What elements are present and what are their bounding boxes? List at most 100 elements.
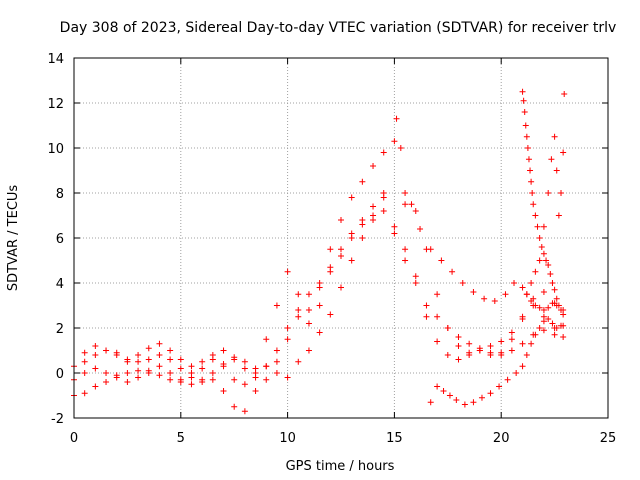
data-point [511, 280, 518, 286]
data-point [523, 133, 530, 140]
data-point [135, 358, 142, 365]
data-point [135, 367, 142, 374]
data-point [508, 329, 515, 336]
data-point [241, 408, 248, 415]
data-point [521, 109, 528, 115]
data-point [423, 313, 430, 320]
data-point [540, 318, 547, 325]
data-point [103, 370, 110, 376]
data-point [561, 91, 568, 97]
data-point [188, 363, 195, 370]
data-point [508, 336, 515, 343]
data-point [543, 257, 550, 264]
data-point [536, 325, 543, 331]
data-point [199, 365, 206, 372]
grid-lines [74, 58, 608, 418]
data-point [444, 352, 451, 358]
data-point [359, 178, 366, 185]
data-point [519, 363, 526, 370]
data-point [199, 358, 206, 365]
y-tick-label: -2 [51, 412, 64, 427]
data-point [558, 307, 565, 313]
data-point [391, 223, 398, 230]
data-point [263, 363, 270, 370]
data-point [555, 212, 562, 219]
data-point [252, 370, 259, 376]
series-track-5 [427, 316, 565, 408]
data-point [81, 390, 88, 397]
data-point [532, 212, 539, 219]
x-tick-label: 20 [493, 431, 510, 446]
data-point [92, 383, 99, 390]
data-point [545, 262, 552, 268]
data-point [540, 327, 547, 334]
data-point [295, 358, 302, 365]
x-tick-label: 5 [177, 431, 185, 446]
data-point [519, 340, 526, 347]
data-point [92, 352, 99, 358]
data-point [370, 203, 377, 210]
data-point [81, 349, 88, 356]
data-point [478, 394, 485, 401]
data-point [519, 88, 526, 95]
data-point [348, 257, 355, 264]
data-point [241, 381, 248, 388]
y-tick-label: 4 [56, 277, 64, 292]
data-point [434, 383, 441, 390]
data-point [532, 268, 539, 275]
data-point [440, 388, 447, 394]
data-point [540, 250, 547, 257]
data-point [124, 379, 131, 385]
y-tick-label: 0 [56, 367, 64, 382]
data-point [481, 295, 488, 302]
data-point [124, 358, 131, 365]
data-point [536, 235, 543, 241]
data-point [370, 217, 377, 223]
data-point [305, 347, 312, 354]
data-point [470, 289, 477, 295]
data-point [545, 304, 552, 311]
data-point [124, 370, 131, 376]
data-point [273, 347, 280, 354]
data-point [273, 358, 280, 365]
data-point [549, 320, 556, 327]
data-point [498, 352, 505, 358]
data-point [177, 379, 184, 385]
data-point [145, 370, 152, 376]
data-point [508, 347, 515, 354]
data-point [427, 399, 434, 406]
data-point [523, 291, 530, 298]
data-point [502, 291, 509, 298]
data-point [519, 284, 526, 291]
data-point [553, 325, 560, 331]
data-point [487, 390, 494, 397]
data-point [520, 97, 527, 104]
data-point [231, 403, 238, 410]
data-point [549, 300, 556, 307]
data-point [528, 340, 535, 347]
y-tick-label: 8 [56, 187, 64, 202]
data-point [547, 271, 554, 277]
y-tick-label: 2 [56, 322, 64, 337]
data-point [549, 280, 556, 286]
data-point [459, 280, 466, 286]
data-point [177, 365, 184, 372]
data-point [417, 226, 424, 232]
data-point [156, 372, 163, 379]
data-point [427, 246, 434, 253]
data-point [522, 122, 529, 129]
data-point [316, 302, 323, 309]
data-point [81, 358, 88, 365]
x-tick-label: 0 [70, 431, 78, 446]
data-point [284, 336, 291, 343]
data-point [156, 363, 163, 370]
x-tick-label: 10 [279, 431, 296, 446]
data-point [560, 149, 567, 156]
data-point [528, 280, 535, 286]
y-tick-label: 10 [47, 142, 64, 157]
data-point [338, 284, 344, 291]
data-point [231, 356, 238, 363]
data-point [263, 376, 270, 383]
data-point [504, 376, 511, 383]
data-point [536, 257, 543, 264]
